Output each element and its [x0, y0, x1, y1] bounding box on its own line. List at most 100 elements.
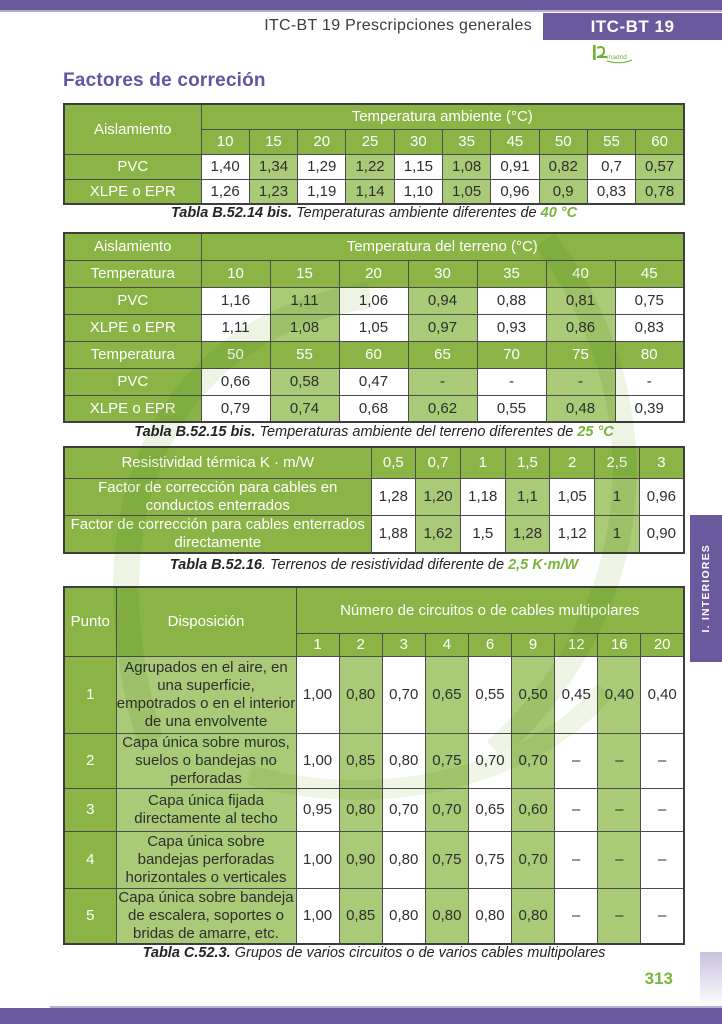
row-label: XLPE o EPR — [63, 313, 202, 342]
column-header: 10 — [200, 259, 271, 288]
caption-title: Tabla B.52.16 — [169, 557, 262, 573]
table-cell: 1,00 — [295, 655, 340, 734]
table-cell: – — [554, 787, 599, 832]
table-cell: 0,65 — [424, 655, 469, 734]
column-header: 16 — [597, 632, 642, 657]
caption-text: . Terrenos de resistividad diferente de — [261, 557, 509, 573]
column-header: 2 — [549, 446, 596, 479]
page-number: 313 — [644, 969, 673, 988]
table-cell: – — [597, 732, 642, 789]
table-cell: – — [554, 732, 599, 789]
side-tab-interiores: I. INTERIORES — [690, 515, 722, 662]
punto-number: 2 — [63, 732, 117, 789]
caption-text: Temperaturas ambiente del terreno difere… — [255, 424, 578, 440]
table-cell: - — [545, 367, 616, 396]
table-cell: 1,14 — [345, 178, 395, 205]
table-cell: - — [407, 367, 478, 396]
table-cell: 0,80 — [338, 655, 383, 734]
table-cell: 1,20 — [415, 477, 461, 516]
table-cell: 0,70 — [511, 732, 556, 789]
data-table-2: Aislamiento Temperatura del terreno (°C) T… — [63, 232, 685, 423]
corner-header: Aislamiento — [63, 232, 202, 261]
table-cell: 1,18 — [459, 477, 506, 516]
table-cell: 0,70 — [381, 655, 426, 734]
table-cell: 0,48 — [545, 394, 616, 423]
table-cell: 1,23 — [248, 178, 299, 205]
table-cell: 1,40 — [200, 153, 250, 180]
table-cell: 0,94 — [407, 286, 478, 315]
table-cell: 1 — [594, 477, 640, 516]
table-cell: 0,88 — [476, 286, 547, 315]
column-header: 60 — [338, 340, 409, 369]
table-cell: 1,08 — [441, 153, 492, 180]
table-cell: 0,75 — [467, 830, 513, 889]
page-header-title: ITC-BT 19 Prescripciones generales — [264, 17, 532, 34]
table-cell: – — [597, 787, 642, 832]
table-cell: 0,83 — [614, 313, 685, 342]
table-cell: 0,93 — [476, 313, 547, 342]
table-cell: 0,96 — [638, 477, 685, 516]
table-cell: 0,80 — [381, 887, 426, 945]
column-header: 75 — [545, 340, 616, 369]
table-cell: 1,05 — [549, 477, 596, 516]
column-header: 45 — [490, 128, 540, 155]
table-cell: 1,29 — [297, 153, 347, 180]
table-cell: 0,57 — [635, 153, 685, 180]
table-cell: 1,16 — [200, 286, 271, 315]
table-cell: 1,5 — [459, 514, 506, 554]
row-description-label: Factor de corrección para cables enterra… — [63, 514, 372, 554]
table-cell: 0,95 — [295, 787, 340, 832]
table-cell: – — [640, 887, 685, 945]
row-description-label: Factor de corrección para cables en cond… — [63, 477, 372, 516]
table-cell: 1,05 — [441, 178, 492, 205]
column-header: 9 — [511, 632, 556, 657]
table-cell: 1,22 — [345, 153, 395, 180]
table-cell: 0,83 — [586, 178, 637, 205]
table-cell: 1,06 — [338, 286, 409, 315]
column-header: 55 — [586, 128, 637, 155]
page-edge-shading — [700, 952, 722, 1008]
table-cell: 0,90 — [338, 830, 383, 889]
publisher-logo-icon: madrid — [593, 45, 633, 64]
table-cell: 0,78 — [635, 178, 685, 205]
table-cell: 0,7 — [586, 153, 637, 180]
table-caption: Tabla B.52.14 bis. Temperaturas ambiente… — [63, 205, 685, 221]
span-header: Temperatura ambiente (°C) — [200, 103, 685, 130]
disposicion-description: Capa única fijada directamente al techo — [115, 787, 297, 832]
table-cell: 1,00 — [295, 887, 340, 945]
column-header: 6 — [467, 632, 513, 657]
table-cell: 0,80 — [424, 887, 469, 945]
table-cell: 0,74 — [269, 394, 340, 423]
corner-header: Aislamiento — [63, 103, 202, 155]
table-cell: 0,85 — [338, 887, 383, 945]
column-header: 3 — [381, 632, 426, 657]
punto-header: Punto — [63, 586, 117, 657]
column-header: 20 — [640, 632, 685, 657]
table-cell: 0,70 — [381, 787, 426, 832]
section-header-label: Temperatura — [63, 259, 202, 288]
table-cell: 1,88 — [370, 514, 417, 554]
table-cell: - — [476, 367, 547, 396]
corner-header: Resistividad térmica K · m/W — [63, 446, 372, 479]
column-header: 20 — [297, 128, 347, 155]
span-header: Temperatura del terreno (°C) — [200, 232, 685, 261]
column-header: 30 — [393, 128, 443, 155]
row-label: XLPE o EPR — [63, 178, 202, 205]
table-cell: 0,79 — [200, 394, 271, 423]
caption-highlight: 25 °C — [577, 424, 614, 440]
table-cell: 0,55 — [467, 655, 513, 734]
column-header: 4 — [424, 632, 469, 657]
table-cell: 0,39 — [614, 394, 685, 423]
side-tab-label: I. INTERIORES — [700, 544, 712, 633]
table-cell: 0,80 — [381, 830, 426, 889]
table-cell: 0,91 — [490, 153, 540, 180]
table-cell: 1,19 — [297, 178, 347, 205]
disposicion-description: Agrupados en el aire, en una superficie,… — [115, 655, 297, 734]
table-cell: 0,80 — [467, 887, 513, 945]
column-header: 0,5 — [370, 446, 417, 479]
table-cell: 0,68 — [338, 394, 409, 423]
table-cell: 0,45 — [554, 655, 599, 734]
table-cell: 0,66 — [200, 367, 271, 396]
table-cell: 0,50 — [511, 655, 556, 734]
row-label: PVC — [63, 286, 202, 315]
